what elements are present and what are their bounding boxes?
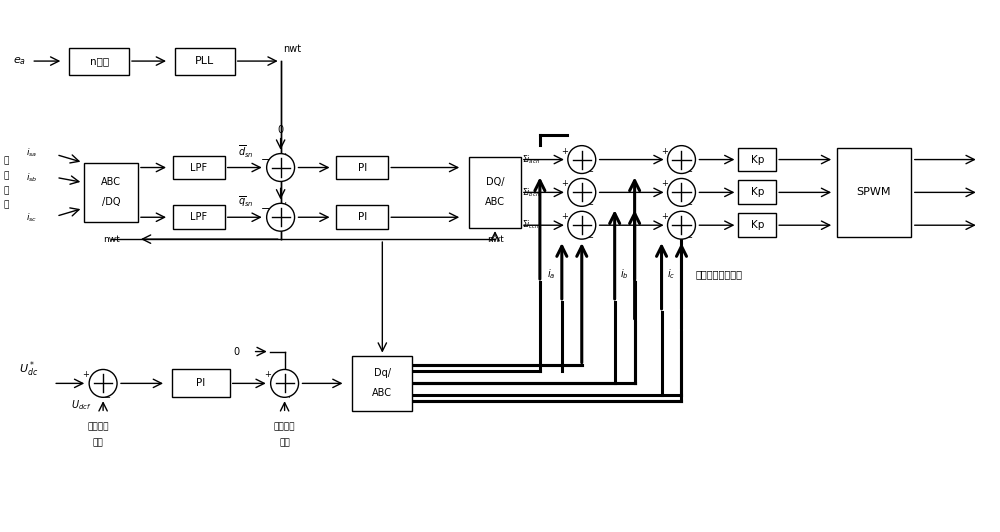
Text: $-$: $-$ — [586, 231, 594, 239]
Circle shape — [271, 369, 299, 397]
FancyBboxPatch shape — [173, 155, 225, 179]
Circle shape — [267, 203, 295, 231]
Text: $+$: $+$ — [661, 211, 669, 221]
FancyBboxPatch shape — [336, 155, 388, 179]
Text: $\overline{d}_{sn}$: $\overline{d}_{sn}$ — [238, 143, 253, 160]
Text: $i_{sa}$: $i_{sa}$ — [26, 146, 38, 159]
Text: Kp: Kp — [751, 187, 764, 197]
Text: /DQ: /DQ — [102, 197, 120, 207]
Text: $\Sigma i_{ccn}$: $\Sigma i_{ccn}$ — [522, 219, 540, 231]
Circle shape — [89, 369, 117, 397]
Text: 侧: 侧 — [4, 171, 9, 180]
Text: n倍频: n倍频 — [90, 56, 109, 66]
Text: $+$: $+$ — [281, 151, 290, 161]
Text: $-$: $-$ — [685, 198, 694, 207]
Text: 0: 0 — [234, 346, 240, 356]
Text: $-$: $-$ — [103, 391, 111, 400]
Text: $\overline{q}_{sn}$: $\overline{q}_{sn}$ — [238, 195, 253, 209]
Circle shape — [568, 178, 596, 206]
Text: $i_a$: $i_a$ — [547, 267, 555, 281]
Text: $i_c$: $i_c$ — [667, 267, 676, 281]
Text: SPWM: SPWM — [857, 187, 891, 197]
Circle shape — [668, 146, 695, 173]
Text: $+$: $+$ — [82, 369, 90, 379]
Text: nwt: nwt — [284, 44, 302, 54]
Text: 前馈: 前馈 — [279, 438, 290, 447]
Text: $+$: $+$ — [264, 369, 272, 379]
Text: PLL: PLL — [195, 56, 214, 66]
Text: $-$: $-$ — [260, 202, 270, 212]
Text: 电: 电 — [4, 186, 9, 195]
FancyBboxPatch shape — [738, 147, 776, 171]
FancyBboxPatch shape — [469, 156, 521, 228]
Text: $+$: $+$ — [561, 178, 569, 188]
Text: ABC: ABC — [485, 197, 505, 207]
Text: $\Sigma i_{acn}$: $\Sigma i_{acn}$ — [522, 153, 540, 166]
Circle shape — [267, 154, 295, 181]
FancyBboxPatch shape — [336, 205, 388, 229]
Text: $\Sigma i_{bcn}$: $\Sigma i_{bcn}$ — [522, 186, 540, 198]
Text: PI: PI — [358, 162, 367, 172]
FancyBboxPatch shape — [738, 213, 776, 237]
Text: 0: 0 — [278, 174, 284, 185]
Text: $+$: $+$ — [285, 390, 293, 400]
Text: 母线电压: 母线电压 — [87, 422, 109, 431]
Text: $-$: $-$ — [685, 165, 694, 174]
FancyBboxPatch shape — [172, 369, 230, 397]
FancyBboxPatch shape — [352, 356, 412, 411]
Text: $U^*_{dc}$: $U^*_{dc}$ — [19, 360, 39, 379]
Text: 流: 流 — [4, 201, 9, 210]
Text: nwt: nwt — [487, 235, 503, 244]
Text: ABC: ABC — [101, 178, 121, 187]
Text: 电网电压: 电网电压 — [274, 422, 295, 431]
Text: $i_{sc}$: $i_{sc}$ — [26, 211, 38, 223]
Text: Dq/: Dq/ — [374, 369, 391, 378]
FancyBboxPatch shape — [837, 147, 911, 237]
Circle shape — [568, 146, 596, 173]
Text: $i_b$: $i_b$ — [620, 267, 629, 281]
Text: Kp: Kp — [751, 155, 764, 164]
Text: $-$: $-$ — [685, 231, 694, 239]
Text: PI: PI — [358, 212, 367, 222]
Text: Kp: Kp — [751, 220, 764, 230]
Text: $-$: $-$ — [586, 165, 594, 174]
FancyBboxPatch shape — [84, 163, 138, 222]
Text: $+$: $+$ — [561, 211, 569, 221]
Text: 0: 0 — [278, 124, 284, 135]
Text: $i_{sb}$: $i_{sb}$ — [26, 171, 38, 184]
Text: $+$: $+$ — [281, 201, 290, 210]
Text: $-$: $-$ — [586, 198, 594, 207]
FancyBboxPatch shape — [738, 180, 776, 204]
Text: 网: 网 — [4, 156, 9, 165]
Circle shape — [568, 211, 596, 239]
Text: nwt: nwt — [103, 235, 119, 244]
Circle shape — [668, 178, 695, 206]
Text: $+$: $+$ — [561, 146, 569, 155]
Text: LPF: LPF — [190, 212, 207, 222]
Text: 三相输出电流反馈: 三相输出电流反馈 — [696, 269, 743, 279]
Text: ABC: ABC — [372, 388, 392, 398]
Text: PI: PI — [196, 378, 205, 388]
Text: $+$: $+$ — [661, 146, 669, 155]
FancyBboxPatch shape — [173, 205, 225, 229]
Text: $U_{dcf}$: $U_{dcf}$ — [71, 398, 92, 412]
Text: $+$: $+$ — [661, 178, 669, 188]
Text: DQ/: DQ/ — [486, 178, 504, 187]
FancyBboxPatch shape — [69, 48, 129, 74]
Text: $-$: $-$ — [260, 153, 270, 163]
Circle shape — [668, 211, 695, 239]
FancyBboxPatch shape — [175, 48, 235, 74]
Text: 反馈: 反馈 — [93, 438, 103, 447]
Text: $e_a$: $e_a$ — [13, 55, 26, 67]
Text: LPF: LPF — [190, 162, 207, 172]
